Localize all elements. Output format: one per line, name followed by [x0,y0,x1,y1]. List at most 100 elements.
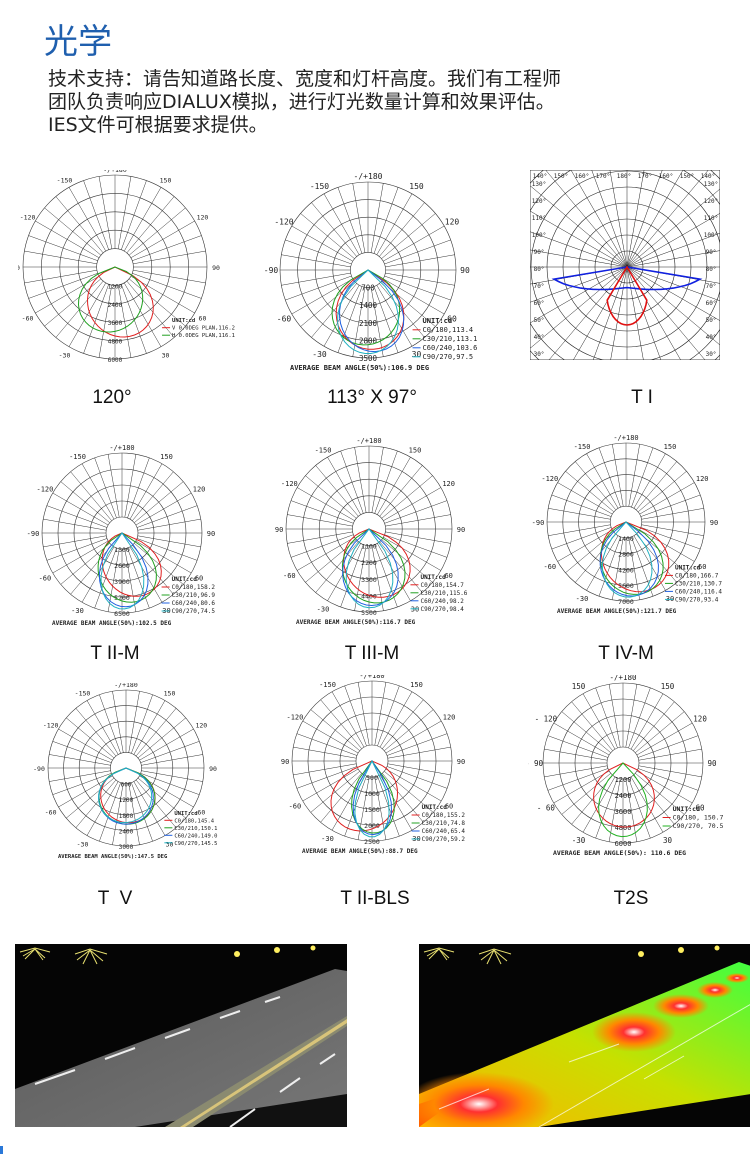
grid-spoke [128,691,140,753]
radial-value-label: 4400 [361,592,377,600]
grid-spoke [302,768,359,802]
legend-entry: C30/210,74.8 [422,820,466,827]
grid-spoke [386,733,448,756]
road-render-image [15,944,347,1127]
distribution-curve [98,532,149,608]
grid-spoke [281,272,351,286]
scale-label-top: 140° [533,173,547,180]
radial-value-label: 5200 [114,594,130,602]
radial-value-label: 1200 [615,776,632,784]
grid-spoke [379,691,413,748]
grid-spoke [598,536,621,597]
legend-entry: C90/270,93.4 [675,596,719,603]
grid-spoke [327,456,361,515]
angle-label: 60 [197,809,205,817]
grid-spoke [46,538,108,561]
grid-spoke [357,682,370,746]
angle-label: -60 [543,563,556,571]
grid-spoke [44,207,102,256]
grid-spoke [377,543,411,602]
grid-spoke [337,286,363,353]
grid-spoke [126,196,175,254]
grid-spoke [387,746,451,759]
grid-spoke [315,465,359,517]
grid-spoke [612,444,624,507]
grid-spoke [66,777,115,819]
radial-value-label: 1500 [364,806,380,814]
distribution-curve [606,265,648,326]
radial-value-label: 1800 [119,813,134,820]
angle-label: 120 [193,486,206,494]
angle-label: -60 [289,803,302,811]
grid-spoke [28,273,98,299]
distribution-curve [331,269,401,346]
grid-spoke [383,278,445,315]
angle-label: 150 [160,453,173,461]
grid-spoke [281,254,351,268]
angle-label: -150 [315,446,332,454]
grid-spoke [81,546,115,603]
grid-spoke [373,286,399,353]
grid-spoke [628,687,651,749]
grid-spoke [548,508,611,520]
grid-spoke [385,272,455,286]
grid-spoke [305,475,357,519]
distribution-curve [599,521,664,595]
grid-spoke [68,282,107,347]
scale-label-left: 70° [534,283,545,290]
legend-unit: UNIT:cd [174,811,197,817]
scale-label-top: 160° [659,173,673,180]
legend-entry: V 0.0DEG PLAN,116.2 [172,326,235,332]
legend-entry: C30/210,96.9 [172,592,216,599]
grid-spoke [553,770,610,804]
scale-label-left: 110° [532,215,546,222]
grid-spoke [625,778,638,842]
angle-label: -90 [265,266,278,275]
grid-spoke [374,544,398,608]
grid-spoke [134,481,184,523]
legend-entry: C60/240,80.6 [172,600,216,607]
grid-spoke [641,524,704,536]
support-description: 技术支持：请告知道路长度、宽度和灯杆高度。我们有工程师 团队负责响应DIALUX… [48,68,708,137]
scale-label-top: 170° [638,173,652,180]
grid-spoke [140,741,200,763]
chart-label-t3m: T III-M [344,643,400,664]
grid-spoke [302,720,359,754]
grid-spoke [633,701,675,751]
grid-spoke [68,187,107,252]
grid-spoke [373,187,399,254]
grid-spoke [640,494,701,517]
chart-label-t1: T I [631,387,653,408]
grid-spoke [46,505,108,528]
grid-spoke [638,748,702,761]
radial-value-label: 6500 [114,610,130,618]
grid-spoke [99,782,121,842]
scale-label-top: 160° [575,173,589,180]
grid-spoke [561,773,611,815]
grid-spoke [557,482,613,515]
scale-label-right: 70° [706,283,717,290]
legend-entry: C0/180,155.2 [422,812,466,819]
grid-spoke [134,543,184,585]
scale-label-right: 80° [706,266,717,273]
radial-value-label: 5600 [618,582,634,590]
radial-value-label: 3000 [119,844,134,851]
grid-spoke [635,711,685,753]
angle-label: -30 [321,835,334,843]
legend-entry: C60/240,116.4 [675,588,722,595]
angle-label: 90 [457,758,465,766]
grid-spoke [385,768,442,802]
grid-spoke [547,735,609,758]
legend-entry: C0/180,158.2 [172,584,216,591]
grid-spoke [132,235,202,261]
grid-spoke [636,722,693,756]
grid-spoke [311,202,357,257]
grid-spoke [300,213,355,259]
angle-label: -90 [18,264,20,272]
angle-label-top: -/+180 [613,435,638,442]
legend-entry: C0/180,113.4 [423,326,474,334]
grid-spoke [123,187,162,252]
scale-label-left: 50° [534,317,545,324]
radial-value-label: 2400 [615,792,632,800]
angle-label: 120 [443,714,456,722]
